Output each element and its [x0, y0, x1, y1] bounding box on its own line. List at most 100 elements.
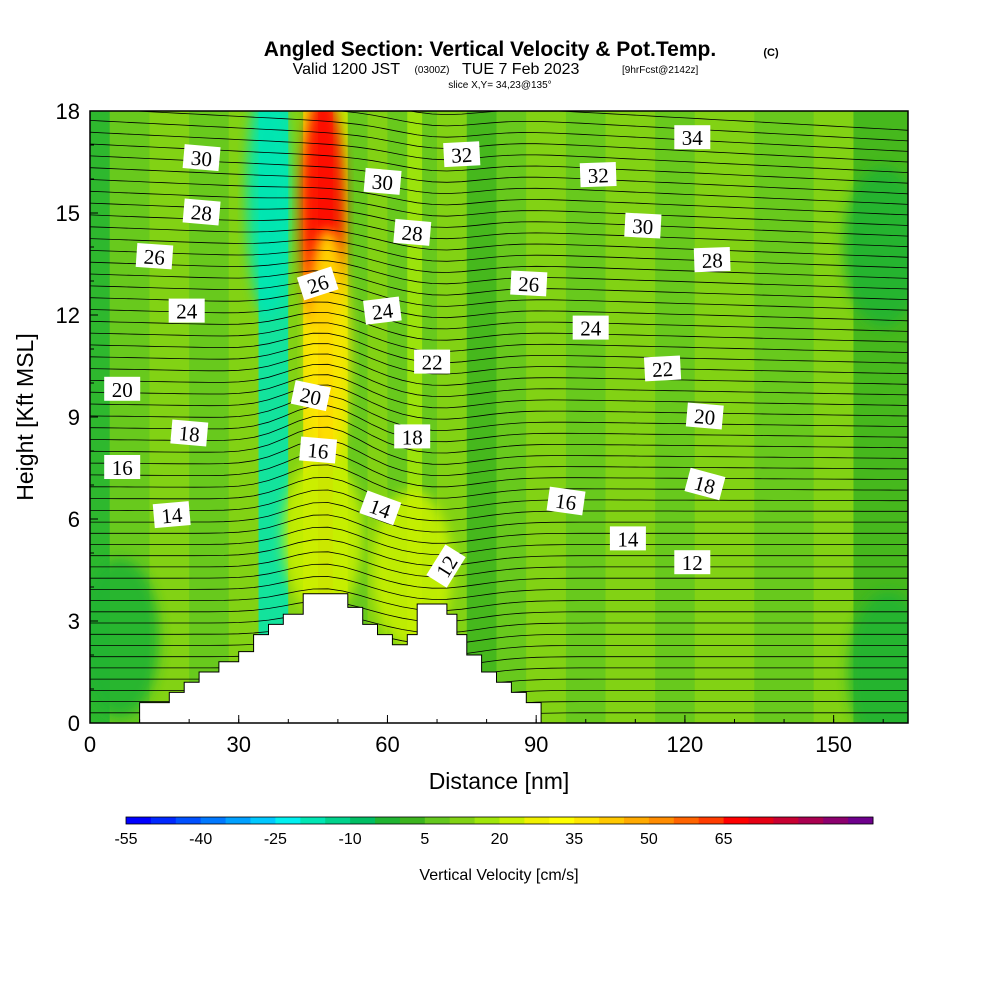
- contour-label: 14: [609, 526, 646, 551]
- contour-label-text: 32: [587, 163, 609, 188]
- contour-label-bg: [510, 270, 548, 297]
- contour-label: 28: [393, 218, 432, 247]
- contour-label-text: 16: [112, 456, 133, 480]
- isentrope-line: [90, 311, 908, 343]
- velocity-cell: [246, 111, 291, 316]
- contour-label-bg: [363, 296, 402, 325]
- colorbar-swatch: [549, 817, 575, 824]
- contour-label: 22: [643, 355, 682, 382]
- isentrope-line: [90, 374, 908, 409]
- colorbar-frame: [125, 816, 874, 825]
- forecast-info: [9hrFcst@2142z]: [622, 65, 699, 76]
- contour-label-bg: [104, 455, 141, 479]
- contour-label-text: 30: [371, 170, 394, 196]
- contour-label: 14: [152, 501, 191, 529]
- isentrope-line: [90, 155, 908, 195]
- velocity-band: [754, 111, 814, 723]
- isentrope-line: [90, 526, 908, 555]
- colorbar-swatch: [574, 817, 600, 824]
- isentrope-line: [90, 143, 908, 184]
- contour-label: 18: [170, 419, 209, 447]
- contour-label-text: 14: [160, 503, 184, 529]
- x-axis-title: Distance [nm]: [429, 768, 570, 794]
- contour-label-text: 26: [518, 272, 540, 297]
- contour-label: 30: [363, 167, 402, 196]
- colorbar-swatch: [126, 817, 152, 824]
- velocity-cell: [843, 167, 908, 327]
- isentrope-line: [90, 489, 908, 522]
- velocity-cell: [283, 456, 364, 616]
- isentrope-line: [90, 280, 908, 311]
- contour-label-text: 30: [190, 146, 213, 172]
- terrain-mask: [139, 593, 542, 723]
- isentrope-line: [90, 202, 908, 237]
- y-tick-label: 0: [68, 711, 80, 736]
- contour-label: 34: [674, 125, 711, 150]
- isentrope-line: [90, 226, 908, 258]
- isentrope-line: [90, 384, 908, 420]
- contour-label-bg: [624, 212, 662, 239]
- colorbar-label: 20: [491, 831, 509, 848]
- isentrope-line: [90, 551, 908, 578]
- isentrope-line: [90, 613, 908, 634]
- colorbar-swatch: [225, 817, 251, 824]
- colorbar-swatch: [673, 817, 700, 824]
- contour-label-bg: [394, 424, 431, 449]
- contour-label-bg: [152, 501, 191, 529]
- contour-label-layer: 30 32 34 30 32 28 30 28 26 28 26 26 24 24 24 22 22 20 20 20…: [104, 125, 731, 588]
- contour-label-text: 28: [401, 221, 424, 247]
- isentrope-line: [90, 167, 908, 205]
- isentrope-line: [90, 238, 908, 269]
- contour-label-text: 28: [701, 248, 723, 273]
- contour-label-bg: [104, 376, 141, 401]
- colorbar-swatch: [275, 817, 301, 824]
- contour-label: 20: [290, 380, 331, 412]
- colorbar-label: -40: [189, 831, 212, 848]
- contour-label: 28: [693, 246, 731, 273]
- x-tick-label: 90: [524, 732, 548, 757]
- contour-label: 16: [546, 486, 586, 516]
- colorbar-label: -25: [264, 831, 287, 848]
- isentrope-line: [90, 476, 908, 510]
- colorbar-swatch: [848, 817, 874, 824]
- contour-label: 30: [624, 212, 662, 239]
- isentrope-line: [90, 637, 908, 656]
- colorbar-label: 35: [565, 831, 583, 848]
- contour-label-text: 24: [176, 300, 198, 324]
- isentrope-line: [90, 405, 908, 443]
- colorbar-swatch: [474, 817, 500, 824]
- contour-label-bg: [393, 218, 432, 246]
- contour-label-bg: [299, 436, 338, 464]
- isentrope-line: [90, 451, 908, 488]
- colorbar-swatch: [524, 817, 550, 824]
- contour-label-bg: [182, 144, 221, 172]
- valid-time-utc: (0300Z): [414, 65, 449, 76]
- isentrope-line: [90, 539, 908, 567]
- velocity-cell: [305, 229, 350, 469]
- plot-area: 30 32 34 30 32 28 30 28 26 28 26 26 24 24 24 22 22 20 20 20…: [90, 111, 908, 723]
- isentrope-line: [90, 415, 908, 454]
- isentrope-line: [90, 120, 908, 163]
- isentrope-line: [90, 426, 908, 465]
- isentrope-line: [90, 190, 908, 226]
- colorbar-title: Vertical Velocity [cm/s]: [419, 867, 578, 884]
- x-tick-label: 30: [226, 732, 250, 757]
- velocity-band: [565, 111, 606, 723]
- isentrope-line: [90, 343, 908, 375]
- isentrope-line: [90, 563, 908, 589]
- contour-label-text: 18: [178, 421, 201, 447]
- isentrope-line: [90, 214, 908, 248]
- y-tick-label: 12: [56, 303, 80, 328]
- contour-label-text: 32: [451, 143, 473, 168]
- contour-label-text: 30: [632, 214, 654, 239]
- contour-label: 26: [135, 242, 174, 270]
- y-tick-label: 6: [68, 507, 80, 532]
- colorbar-swatch: [698, 817, 725, 824]
- contour-label: 30: [182, 144, 221, 172]
- contour-label: 12: [674, 550, 711, 575]
- contour-label-text: 24: [580, 317, 602, 341]
- colorbar-swatch: [175, 817, 202, 824]
- contour-label-text: 34: [682, 126, 704, 150]
- slice-info: slice X,Y= 34,23@135°: [448, 80, 551, 91]
- isentrope-line: [90, 291, 908, 322]
